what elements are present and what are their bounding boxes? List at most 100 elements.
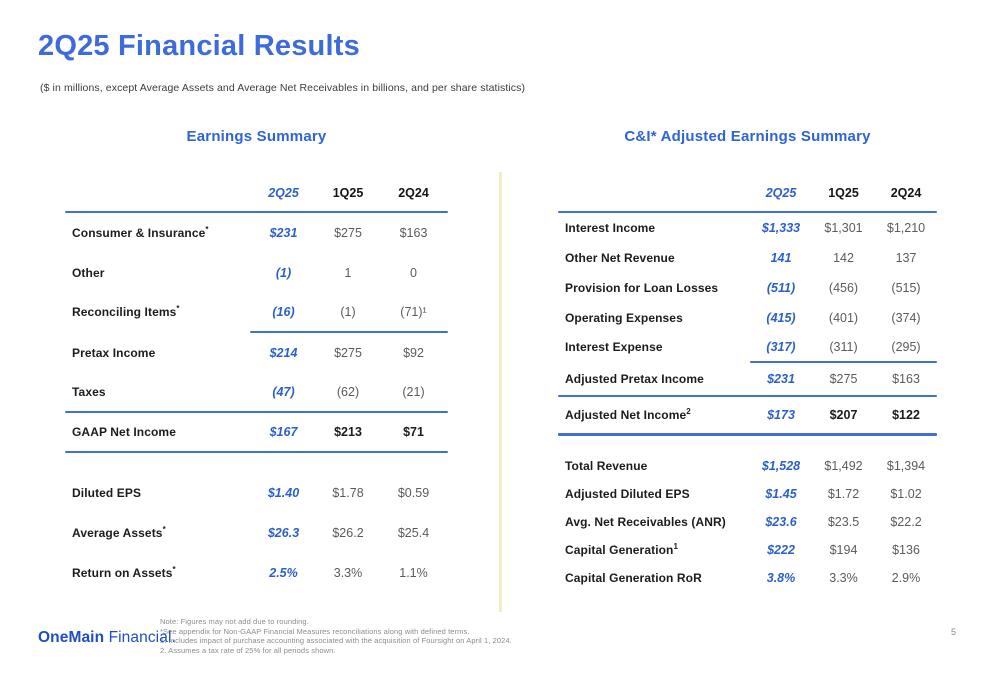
row-label-sup: * bbox=[176, 304, 180, 313]
row-label-sup: 1 bbox=[673, 542, 679, 551]
value-1q25: $26.2 bbox=[332, 526, 364, 540]
value-2q24: 137 bbox=[895, 251, 917, 265]
row-label: Operating Expenses bbox=[558, 311, 750, 325]
row-label-text: Adjusted Net Income bbox=[565, 408, 687, 422]
table-row: Other (1) 1 0 bbox=[65, 253, 448, 293]
row-label: Reconciling Items* bbox=[65, 304, 250, 320]
table-rule bbox=[750, 361, 937, 363]
table-row: Total Revenue $1,528 $1,492 $1,394 bbox=[558, 452, 937, 480]
row-label-text: Interest Expense bbox=[565, 340, 663, 354]
value-1q25: (456) bbox=[828, 281, 859, 295]
table-row: Avg. Net Receivables (ANR) $23.6 $23.5 $… bbox=[558, 508, 937, 536]
table-row: Adjusted Diluted EPS $1.45 $1.72 $1.02 bbox=[558, 480, 937, 508]
value-2q24: $1.02 bbox=[890, 487, 922, 501]
table-row: Pretax Income $214 $275 $92 bbox=[65, 333, 448, 373]
value-2q24: 1.1% bbox=[399, 566, 428, 580]
col-header-2q24: 2Q24 bbox=[890, 186, 922, 200]
value-2q25: $23.6 bbox=[765, 515, 797, 529]
row-label: Return on Assets* bbox=[65, 565, 250, 581]
table-row: Return on Assets* 2.5% 3.3% 1.1% bbox=[65, 553, 448, 593]
value-2q25: $214 bbox=[269, 346, 298, 360]
table-row: Capital Generation RoR 3.8% 3.3% 2.9% bbox=[558, 564, 937, 592]
row-label-sup: * bbox=[172, 565, 176, 574]
footnote-line: 1. Includes impact of purchase accountin… bbox=[160, 636, 512, 645]
col-header-2q25: 2Q25 bbox=[765, 186, 797, 200]
row-label-text: Adjusted Pretax Income bbox=[565, 372, 704, 386]
row-label: Capital Generation1 bbox=[558, 542, 750, 558]
value-2q25: $231 bbox=[767, 372, 795, 386]
row-label-text: Interest Income bbox=[565, 221, 656, 235]
row-label: Pretax Income bbox=[65, 346, 250, 360]
col-header-1q25: 1Q25 bbox=[332, 186, 364, 200]
row-label-text: Average Assets bbox=[72, 526, 163, 540]
table-row: GAAP Net Income $167 $213 $71 bbox=[65, 413, 448, 451]
value-2q24: (21) bbox=[402, 385, 425, 399]
value-2q24: $22.2 bbox=[890, 515, 922, 529]
value-2q25: $1.45 bbox=[765, 487, 797, 501]
row-label-text: Consumer & Insurance bbox=[72, 226, 206, 240]
value-2q24: (374) bbox=[891, 311, 921, 325]
table-rule bbox=[558, 433, 937, 436]
table-rule bbox=[558, 395, 937, 397]
row-label-text: Capital Generation RoR bbox=[565, 571, 702, 585]
left-table-title: Earnings Summary bbox=[186, 128, 327, 145]
table-rule bbox=[558, 211, 937, 213]
table-rule bbox=[250, 331, 448, 333]
col-header-2q24: 2Q24 bbox=[398, 186, 429, 200]
value-1q25: (401) bbox=[828, 311, 859, 325]
table-row: Provision for Loan Losses (511) (456) (5… bbox=[558, 273, 937, 303]
row-label: Taxes bbox=[65, 385, 250, 399]
table-row: Interest Income $1,333 $1,301 $1,210 bbox=[558, 213, 937, 243]
value-2q25: (511) bbox=[766, 281, 796, 295]
logo-text-regular: Financial. bbox=[104, 629, 176, 646]
row-label-text: Reconciling Items bbox=[72, 305, 177, 319]
section-divider bbox=[499, 172, 502, 612]
table-rule bbox=[65, 211, 448, 213]
value-1q25: (1) bbox=[340, 305, 356, 319]
value-2q25: 2.5% bbox=[269, 566, 298, 580]
value-2q24: $1,210 bbox=[886, 221, 926, 235]
row-label: Consumer & Insurance* bbox=[65, 226, 250, 241]
row-label: Total Revenue bbox=[558, 459, 750, 473]
value-2q24: $1,394 bbox=[886, 459, 926, 473]
value-2q25: $222 bbox=[767, 543, 795, 557]
value-2q24: $136 bbox=[892, 543, 920, 557]
row-label: Diluted EPS bbox=[65, 486, 250, 500]
table-header-row: 2Q25 1Q25 2Q24 bbox=[558, 175, 937, 211]
row-label-text: Other bbox=[72, 266, 105, 280]
value-1q25: 1 bbox=[344, 266, 352, 280]
value-2q25: (47) bbox=[272, 385, 295, 399]
table-row: Diluted EPS $1.40 $1.78 $0.59 bbox=[65, 473, 448, 513]
row-label-text: Other Net Revenue bbox=[565, 251, 675, 265]
table-row: Consumer & Insurance* $231 $275 $163 bbox=[65, 213, 448, 253]
table-row: Other Net Revenue 141 142 137 bbox=[558, 243, 937, 273]
row-label-text: Operating Expenses bbox=[565, 311, 683, 325]
row-label-sup: 2 bbox=[686, 407, 691, 416]
row-label: Other bbox=[65, 266, 250, 280]
value-1q25: (62) bbox=[336, 385, 360, 399]
value-2q24: (71)¹ bbox=[400, 305, 427, 319]
ci-adjusted-earnings-table: 2Q25 1Q25 2Q24 Interest Income $1,333 $1… bbox=[558, 175, 937, 592]
value-2q24: $163 bbox=[399, 226, 428, 240]
row-label: Average Assets* bbox=[65, 526, 250, 541]
row-label: Adjusted Diluted EPS bbox=[558, 487, 750, 501]
page-number: 5 bbox=[951, 627, 957, 637]
logo-text-bold: OneMain bbox=[38, 629, 105, 646]
footnote-line: *See appendix for Non-GAAP Financial Mea… bbox=[160, 626, 470, 636]
col-header-2q25: 2Q25 bbox=[268, 186, 299, 200]
table-row: Taxes (47) (62) (21) bbox=[65, 373, 448, 411]
row-label: Interest Expense bbox=[558, 340, 750, 354]
table-rule bbox=[65, 451, 448, 453]
table-row: Average Assets* $26.3 $26.2 $25.4 bbox=[65, 513, 448, 553]
value-2q24: $0.59 bbox=[397, 486, 430, 500]
value-1q25: $1,492 bbox=[824, 459, 863, 473]
value-1q25: (311) bbox=[829, 340, 858, 354]
value-1q25: $275 bbox=[334, 226, 362, 240]
value-1q25: $275 bbox=[829, 372, 858, 386]
row-label-text: Capital Generation bbox=[565, 543, 674, 557]
table-rule bbox=[65, 411, 448, 413]
table-row: Capital Generation1 $222 $194 $136 bbox=[558, 536, 937, 564]
value-2q25: $1.40 bbox=[267, 486, 300, 500]
value-2q24: $122 bbox=[892, 408, 920, 422]
